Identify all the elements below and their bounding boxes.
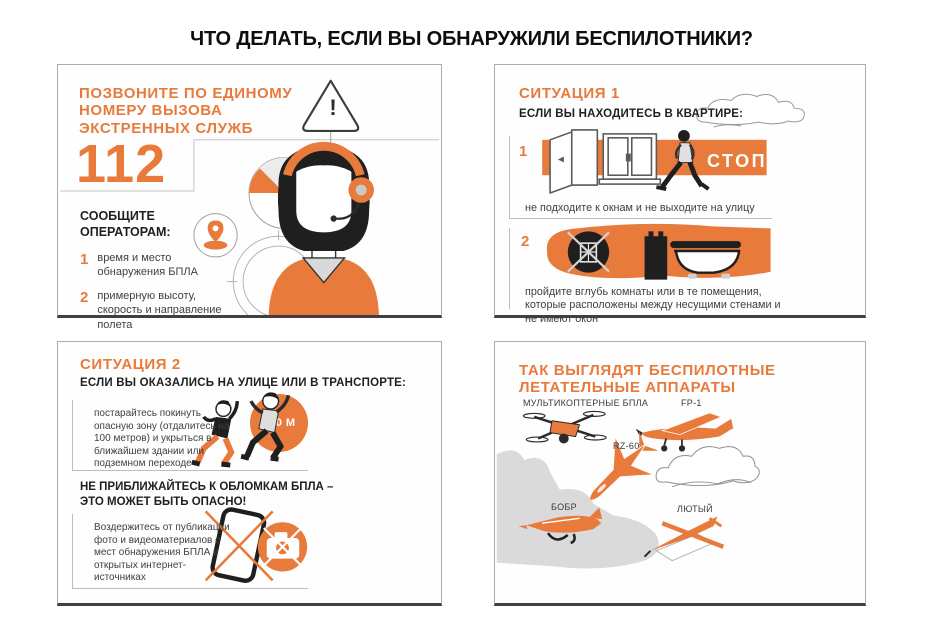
walking-person-icon: [655, 129, 710, 191]
window-icon: [598, 133, 662, 185]
no-photo-phone-icon: [204, 507, 274, 583]
step2-number: 2: [521, 233, 530, 250]
publish-note-rule: [72, 514, 73, 588]
drone-rz60: [590, 431, 659, 500]
escape-note-underline: [72, 470, 308, 471]
label-rz60: RZ-60: [613, 441, 640, 451]
stop-label: СТОП: [706, 151, 768, 171]
step1-rule: [509, 136, 510, 218]
no-camera-icon: [257, 522, 308, 572]
door-icon: [549, 129, 599, 194]
publish-note-underline: [72, 588, 308, 589]
item-number: 1: [80, 251, 89, 268]
page-title: ЧТО ДЕЛАТЬ, ЕСЛИ ВЫ ОБНАРУЖИЛИ БЕСПИЛОТН…: [190, 28, 753, 50]
situation1-heading: СИТУАЦИЯ 1: [519, 85, 620, 102]
drone-lyuty: [643, 516, 725, 562]
step2-caption: пройдите вглубь комнаты или в те помещен…: [525, 286, 781, 325]
drone-types-art: [496, 410, 760, 569]
step1-caption: не подходите к окнам и не выходите на ул…: [525, 202, 755, 214]
debris-warning: НЕ ПРИБЛИЖАЙТЕСЬ К ОБЛОМКАМ БПЛА – ЭТО М…: [80, 481, 334, 508]
emergency-number: 112: [76, 134, 167, 194]
label-bobr: БОБР: [551, 502, 577, 512]
panel-call-112: ПОЗВОНИТЕ ПО ЕДИНОМУ НОМЕРУ ВЫЗОВА ЭКСТР…: [57, 64, 442, 331]
cloud-icon: [655, 446, 760, 488]
panel-situation-1: СИТУАЦИЯ 1 ЕСЛИ ВЫ НАХОДИТЕСЬ В КВАРТИРЕ…: [494, 64, 866, 325]
running-people-illustration: [191, 392, 291, 468]
panel-situation-2: 100 М: [57, 341, 442, 606]
situation2-subheading: ЕСЛИ ВЫ ОКАЗАЛИСЬ НА УЛИЦЕ ИЛИ В ТРАНСПО…: [80, 377, 407, 389]
situation2-art: [191, 392, 308, 583]
call-panel-subheading: СООБЩИТЕ ОПЕРАТОРАМ:: [80, 209, 171, 239]
drone-multicopter: [522, 410, 607, 444]
escape-note: постарайтесь покинуть опасную зону (отда…: [94, 408, 230, 469]
location-pin-icon: [193, 213, 238, 258]
operator-illustration: [268, 141, 379, 315]
situation1-art: [542, 93, 805, 280]
label-multicopter: МУЛЬТИКОПТЕРНЫЕ БПЛА: [523, 398, 649, 408]
situation2-heading: СИТУАЦИЯ 2: [80, 356, 181, 373]
frame-lines: [60, 139, 439, 192]
warning-triangle-icon: [302, 79, 360, 133]
item-text: примерную высоту, скорость и направление…: [97, 290, 222, 331]
operator-item-1: 1 время и место обнаружения БПЛА: [80, 251, 255, 280]
wall-and-bathtub-icon: [644, 231, 742, 280]
item-text: время и место обнаружения БПЛА: [97, 252, 198, 279]
call-panel-art: [60, 79, 439, 315]
step-divider: [509, 218, 772, 219]
coastline-shape: [496, 450, 659, 569]
step2-rule: [509, 228, 510, 309]
no-window-icon: [567, 231, 610, 273]
label-fp1: FP-1: [681, 398, 702, 408]
drone-bobr: [518, 507, 603, 545]
drone-fp1: [635, 412, 734, 452]
label-lyuty: ЛЮТЫЙ: [677, 504, 713, 514]
situation1-subheading: ЕСЛИ ВЫ НАХОДИТЕСЬ В КВАРТИРЕ:: [519, 108, 744, 120]
panel-drone-types: ТАК ВЫГЛЯДЯТ БЕСПИЛОТНЫЕ ЛЕТАТЕЛЬНЫЕ АПП…: [494, 341, 866, 606]
call-panel-heading: ПОЗВОНИТЕ ПО ЕДИНОМУ НОМЕРУ ВЫЗОВА ЭКСТР…: [79, 85, 293, 137]
drone-types-heading: ТАК ВЫГЛЯДЯТ БЕСПИЛОТНЫЕ ЛЕТАТЕЛЬНЫЕ АПП…: [519, 362, 776, 397]
publish-note: Воздержитесь от публикации фото и видеом…: [94, 522, 230, 583]
cloud-icon: [696, 93, 805, 128]
item-number: 2: [80, 289, 89, 306]
warning-exclamation: !: [329, 95, 337, 120]
step1-number: 1: [519, 143, 528, 160]
escape-note-rule: [72, 400, 73, 470]
operator-item-2: 2 примерную высоту, скорость и направлен…: [80, 289, 255, 332]
